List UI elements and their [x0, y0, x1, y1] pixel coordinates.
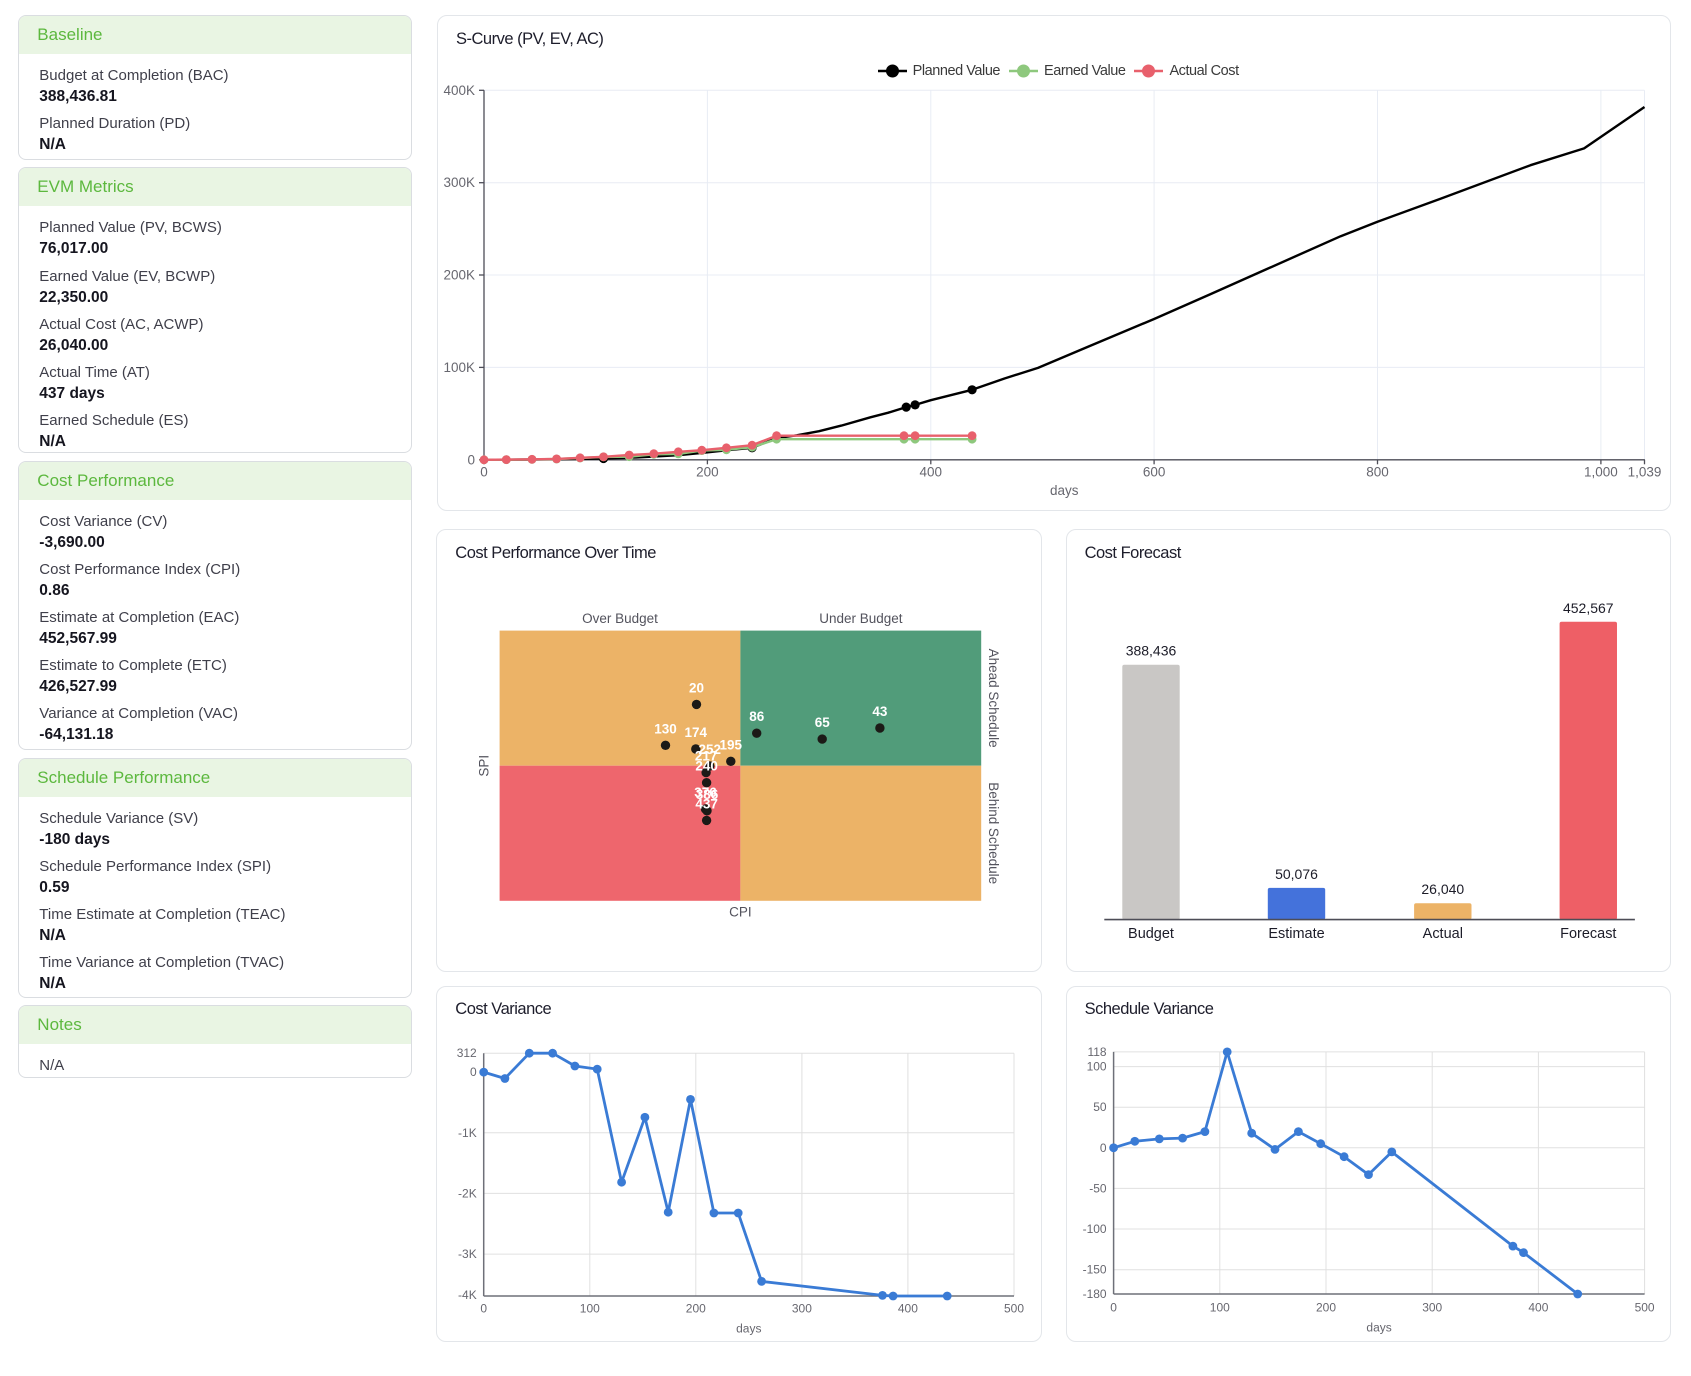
- svg-text:100: 100: [580, 1301, 600, 1315]
- svg-text:376: 376: [695, 785, 718, 800]
- svg-text:300: 300: [1422, 1300, 1442, 1314]
- svg-text:0: 0: [467, 452, 475, 467]
- svg-text:-3K: -3K: [458, 1247, 477, 1261]
- svg-text:100K: 100K: [443, 360, 475, 375]
- svg-text:252: 252: [699, 742, 722, 757]
- svg-text:500: 500: [1004, 1301, 1024, 1315]
- svg-text:300: 300: [792, 1301, 812, 1315]
- svg-text:500: 500: [1634, 1300, 1654, 1314]
- svg-text:0: 0: [1100, 1140, 1107, 1154]
- svg-text:0: 0: [1110, 1300, 1117, 1314]
- svg-text:Estimate: Estimate: [1268, 926, 1324, 942]
- svg-text:0: 0: [470, 1065, 477, 1079]
- svg-text:Actual: Actual: [1422, 926, 1462, 942]
- svg-text:1,000: 1,000: [1584, 464, 1618, 479]
- svg-text:130: 130: [655, 722, 678, 737]
- svg-text:-1K: -1K: [458, 1125, 477, 1139]
- svg-text:0: 0: [480, 464, 488, 479]
- svg-text:Behind Schedule: Behind Schedule: [986, 783, 1001, 885]
- svg-text:-150: -150: [1082, 1262, 1106, 1276]
- svg-text:50,076: 50,076: [1275, 866, 1318, 882]
- svg-text:217: 217: [695, 749, 717, 764]
- svg-text:600: 600: [1143, 464, 1166, 479]
- svg-text:386: 386: [696, 787, 719, 802]
- svg-text:65: 65: [815, 715, 830, 730]
- svg-text:200K: 200K: [443, 267, 475, 282]
- svg-text:100: 100: [1086, 1059, 1106, 1073]
- svg-text:SPI: SPI: [477, 755, 492, 777]
- svg-text:26,040: 26,040: [1421, 881, 1464, 897]
- svg-text:days: days: [1366, 1320, 1391, 1334]
- svg-text:Budget: Budget: [1128, 926, 1174, 942]
- svg-text:43: 43: [873, 704, 888, 719]
- svg-text:452,567: 452,567: [1563, 600, 1614, 616]
- svg-text:400K: 400K: [443, 83, 475, 98]
- svg-text:300K: 300K: [443, 175, 475, 190]
- svg-text:400: 400: [898, 1301, 918, 1315]
- svg-text:-4K: -4K: [458, 1288, 477, 1302]
- svg-text:388,436: 388,436: [1125, 643, 1176, 659]
- svg-text:118: 118: [1087, 1045, 1106, 1059]
- svg-text:20: 20: [689, 681, 704, 696]
- svg-text:Under Budget: Under Budget: [820, 611, 903, 626]
- svg-text:240: 240: [696, 759, 718, 774]
- svg-text:174: 174: [685, 725, 708, 740]
- svg-text:800: 800: [1366, 464, 1389, 479]
- svg-text:200: 200: [696, 464, 719, 479]
- svg-text:Forecast: Forecast: [1560, 926, 1616, 942]
- svg-text:-180: -180: [1082, 1287, 1106, 1301]
- svg-text:-2K: -2K: [458, 1186, 477, 1200]
- svg-text:195: 195: [720, 738, 743, 753]
- svg-text:-50: -50: [1089, 1181, 1107, 1195]
- svg-text:200: 200: [1316, 1300, 1336, 1314]
- svg-text:0: 0: [481, 1301, 488, 1315]
- svg-text:200: 200: [686, 1301, 706, 1315]
- svg-text:312: 312: [457, 1046, 477, 1060]
- svg-text:437: 437: [696, 797, 718, 812]
- svg-text:100: 100: [1209, 1300, 1229, 1314]
- svg-text:Ahead Schedule: Ahead Schedule: [986, 649, 1001, 748]
- svg-text:days: days: [736, 1321, 761, 1335]
- svg-text:Over Budget: Over Budget: [582, 611, 658, 626]
- svg-text:50: 50: [1093, 1100, 1107, 1114]
- svg-text:1,039: 1,039: [1628, 464, 1662, 479]
- svg-text:CPI: CPI: [729, 905, 751, 920]
- svg-text:400: 400: [920, 464, 943, 479]
- svg-text:86: 86: [749, 709, 764, 724]
- svg-text:days: days: [1050, 483, 1079, 498]
- svg-text:400: 400: [1528, 1300, 1548, 1314]
- svg-text:-100: -100: [1082, 1222, 1106, 1236]
